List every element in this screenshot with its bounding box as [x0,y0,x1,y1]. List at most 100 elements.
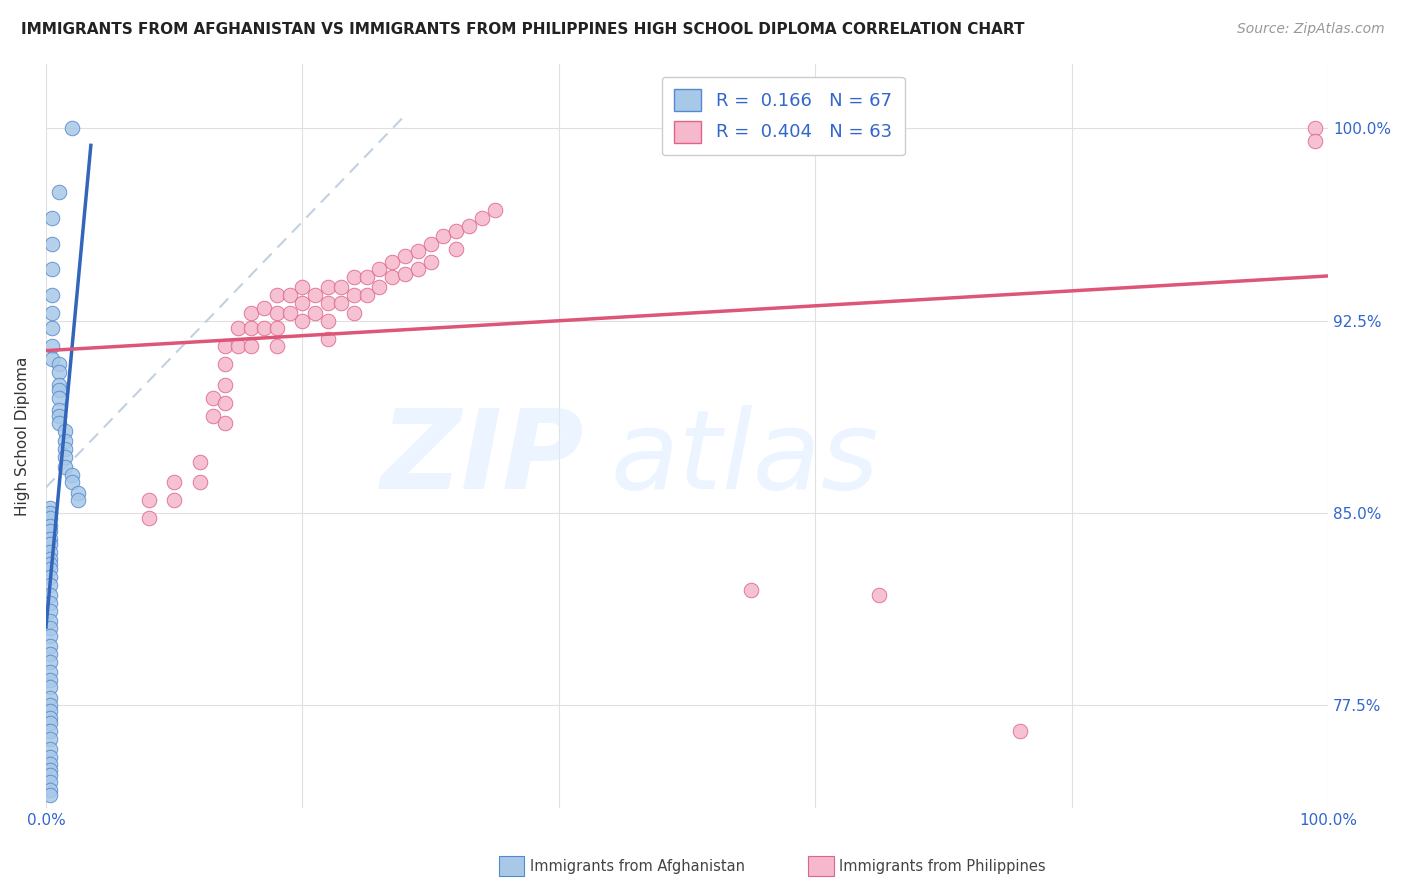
Point [48,357,70,371]
Point [419,254,441,268]
Point [1010,724,1032,739]
Point [38,558,60,572]
Point [419,236,441,251]
Point [253,321,276,335]
Point [1305,134,1327,148]
Point [38,629,60,643]
Point [356,270,378,285]
Point [471,211,494,225]
Point [41,288,63,302]
Point [48,403,70,417]
Point [38,698,60,713]
Point [38,500,60,515]
Point [38,681,60,695]
Point [41,306,63,320]
Point [38,578,60,592]
Point [291,280,314,294]
Point [329,280,352,294]
Point [163,493,186,508]
Point [406,244,429,259]
Point [484,203,506,218]
Point [38,789,60,803]
Point [41,262,63,277]
Point [432,229,454,244]
Point [1305,121,1327,136]
Point [38,640,60,654]
Point [253,301,276,315]
Point [163,475,186,490]
Point [266,339,288,353]
Text: atlas: atlas [610,405,879,512]
Point [240,321,263,335]
Point [240,339,263,353]
Point [41,236,63,251]
Point [53,450,76,464]
Point [48,186,70,200]
Point [60,475,83,490]
Point [53,434,76,449]
Text: IMMIGRANTS FROM AFGHANISTAN VS IMMIGRANTS FROM PHILIPPINES HIGH SCHOOL DIPLOMA C: IMMIGRANTS FROM AFGHANISTAN VS IMMIGRANT… [21,22,1025,37]
Point [138,511,160,525]
Point [38,742,60,756]
Point [38,716,60,731]
Point [406,262,429,277]
Point [38,603,60,617]
Point [41,352,63,367]
Point [38,731,60,746]
Point [394,250,416,264]
Point [48,365,70,379]
Point [201,391,224,405]
Point [38,749,60,764]
Text: Immigrants from Philippines: Immigrants from Philippines [839,859,1046,873]
Point [48,383,70,397]
Point [48,416,70,430]
Point [343,270,366,285]
Point [38,614,60,628]
Point [291,295,314,310]
Point [48,391,70,405]
Point [38,768,60,782]
Point [240,306,263,320]
Point [368,262,391,277]
Point [38,552,60,566]
Point [53,459,76,474]
Point [38,519,60,533]
Text: ZIP: ZIP [381,405,585,512]
Point [278,288,301,302]
Point [368,280,391,294]
Legend: R =  0.166   N = 67, R =  0.404   N = 63: R = 0.166 N = 67, R = 0.404 N = 63 [662,77,904,155]
Point [38,724,60,739]
Point [38,511,60,525]
Point [356,288,378,302]
Point [138,493,160,508]
Point [48,377,70,392]
Point [740,582,762,597]
Point [214,377,236,392]
Point [291,313,314,327]
Point [214,339,236,353]
Point [446,242,468,256]
Point [458,219,481,233]
Point [226,321,249,335]
Point [201,409,224,423]
Point [214,395,236,409]
Point [343,288,366,302]
Point [316,295,339,310]
Point [381,254,404,268]
Point [38,596,60,610]
Text: Source: ZipAtlas.com: Source: ZipAtlas.com [1237,22,1385,37]
Point [214,357,236,371]
Point [38,673,60,687]
Point [329,295,352,310]
Point [66,493,89,508]
Point [38,532,60,546]
Point [266,321,288,335]
Point [53,424,76,438]
Point [38,775,60,789]
Point [38,588,60,602]
Point [381,270,404,285]
Point [38,537,60,551]
Point [316,280,339,294]
Point [38,506,60,520]
Point [38,711,60,725]
